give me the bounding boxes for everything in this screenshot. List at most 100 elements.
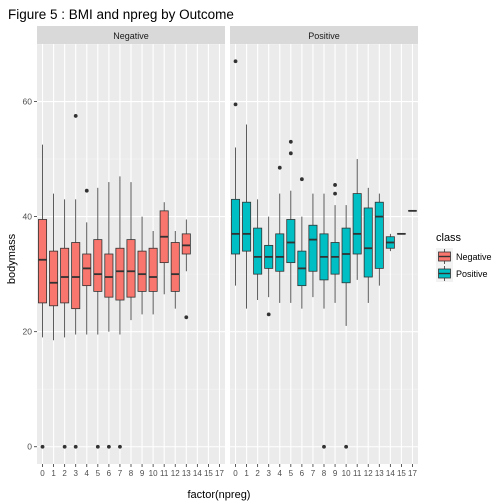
x-axis-label: factor(npreg) (188, 489, 251, 501)
box-negative-7 (115, 176, 125, 449)
box-negative-9 (137, 216, 147, 315)
x-tick-label: 12 (364, 469, 373, 478)
box-negative-1 (49, 193, 59, 341)
y-tick-label: 40 (23, 212, 33, 222)
legend-item-positive: Positive (436, 265, 488, 282)
box-negative-8 (126, 182, 136, 321)
outlier-point (333, 183, 337, 187)
x-tick-label: 0 (233, 469, 238, 478)
y-axis-label: bodymass (6, 233, 18, 284)
x-tick-label: 2 (255, 469, 260, 478)
box-body (330, 242, 340, 275)
x-tick-label: 8 (322, 469, 327, 478)
box-body (170, 242, 180, 292)
facet-strip-label: Negative (113, 31, 149, 41)
legend-item-negative: Negative (436, 248, 492, 265)
box-body (82, 253, 92, 287)
x-tick-label: 15 (204, 469, 213, 478)
x-tick-label: 10 (149, 469, 158, 478)
x-tick-label: 11 (160, 469, 169, 478)
outlier-point (95, 444, 100, 449)
x-tick-label: 14 (193, 469, 202, 478)
box-positive-7 (308, 193, 318, 298)
outlier-point (322, 444, 326, 449)
x-tick-label: 9 (140, 469, 145, 478)
box-body (308, 224, 318, 272)
box-negative-12 (170, 230, 180, 309)
box-positive-12 (363, 187, 373, 303)
box-positive-6 (297, 177, 307, 309)
box-body (181, 233, 191, 255)
box-body (115, 247, 125, 301)
x-tick-label: 4 (85, 469, 90, 478)
x-tick-label: 2 (62, 469, 67, 478)
box-positive-2 (253, 199, 263, 301)
x-tick-label: 5 (289, 469, 294, 478)
box-body (374, 201, 384, 269)
box-body (363, 207, 373, 278)
box-body (49, 250, 59, 307)
box-negative-5 (93, 187, 103, 449)
box-body (126, 239, 136, 298)
x-tick-label: 9 (333, 469, 338, 478)
outlier-point (118, 444, 122, 449)
x-tick-label: 3 (266, 469, 271, 478)
facet-strip (37, 26, 225, 44)
x-tick-label: 8 (129, 469, 134, 478)
legend-item-label: Negative (456, 252, 492, 262)
facet-strip-label: Positive (308, 31, 340, 41)
x-tick-label: 1 (244, 469, 249, 478)
x-tick-label: 4 (278, 469, 283, 478)
outlier-point (106, 444, 111, 449)
x-tick-label: 10 (342, 469, 351, 478)
x-tick-label: 11 (353, 469, 362, 478)
x-tick-label: 3 (73, 469, 78, 478)
outlier-point (344, 444, 349, 449)
legend-title: class (436, 232, 462, 244)
box-body (341, 227, 351, 284)
outlier-point (288, 151, 293, 156)
y-tick-label: 60 (23, 97, 33, 107)
box-body (231, 198, 241, 255)
outlier-point (266, 312, 271, 317)
box-body (38, 219, 48, 304)
box-body (148, 247, 158, 292)
outlier-point (184, 315, 189, 320)
facet-strip (230, 26, 418, 44)
x-tick-label: 15 (397, 469, 406, 478)
x-tick-label: 14 (386, 469, 395, 478)
box-positive-13 (374, 193, 384, 286)
box-negative-4 (82, 188, 92, 335)
x-tick-label: 6 (300, 469, 305, 478)
y-axis: 0 20 40 60 (23, 97, 37, 452)
box-positive-10 (341, 205, 351, 449)
outlier-point (40, 444, 45, 449)
x-tick-label: 1 (51, 469, 56, 478)
box-positive-1 (242, 124, 252, 309)
box-positive-11 (352, 159, 362, 280)
x-tick-label: 17 (408, 469, 417, 478)
x-tick-label: 13 (375, 469, 384, 478)
outlier-point (233, 102, 238, 107)
box-negative-13 (181, 219, 191, 320)
x-tick-label: 17 (215, 469, 224, 478)
outlier-point (233, 59, 238, 64)
outlier-point (73, 114, 78, 118)
box-positive-8 (319, 193, 329, 449)
box-body (352, 193, 362, 255)
box-positive-14 (385, 233, 395, 252)
legend: class Negative Positive (436, 232, 492, 282)
box-body (275, 233, 285, 272)
x-tick-label: 7 (311, 469, 316, 478)
outlier-point (288, 139, 293, 144)
box-positive-5 (286, 139, 296, 303)
box-negative-11 (159, 202, 169, 295)
box-body (93, 239, 103, 292)
outlier-point (277, 165, 282, 170)
box-body (60, 247, 70, 304)
box-positive-0 (231, 59, 241, 286)
y-tick-label: 0 (27, 442, 32, 452)
